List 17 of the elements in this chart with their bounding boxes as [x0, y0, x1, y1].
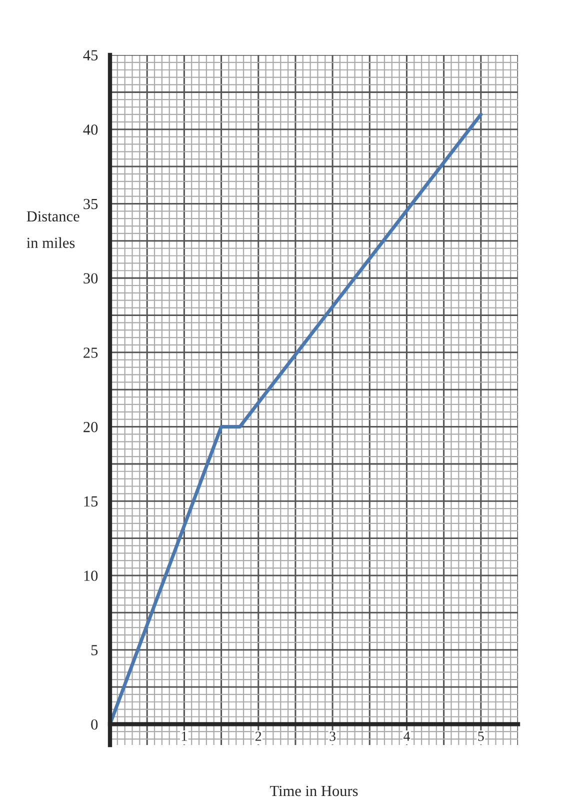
x-tick-label: 4	[404, 732, 410, 741]
y-tick-label: 5	[91, 645, 98, 656]
y-axis-title: Distance in miles	[26, 211, 80, 248]
y-tick-label: 45	[83, 50, 98, 60]
y-tick-label: 15	[84, 496, 98, 507]
y-tick-label: 40	[83, 124, 98, 135]
y-tick-label: 30	[84, 273, 98, 284]
y-tick-label: 0	[91, 719, 98, 730]
x-tick-label: 2	[256, 732, 262, 741]
x-tick-label: 3	[330, 732, 336, 741]
x-tick-label: 5	[478, 732, 484, 741]
y-tick-label: 35	[84, 198, 98, 210]
x-axis-title: Time in Hours	[270, 786, 358, 796]
y-tick-label: 25	[84, 348, 98, 358]
y-tick-label: 10	[84, 570, 98, 581]
x-tick-label: 1	[182, 732, 187, 741]
y-tick-label: 20	[84, 422, 98, 432]
